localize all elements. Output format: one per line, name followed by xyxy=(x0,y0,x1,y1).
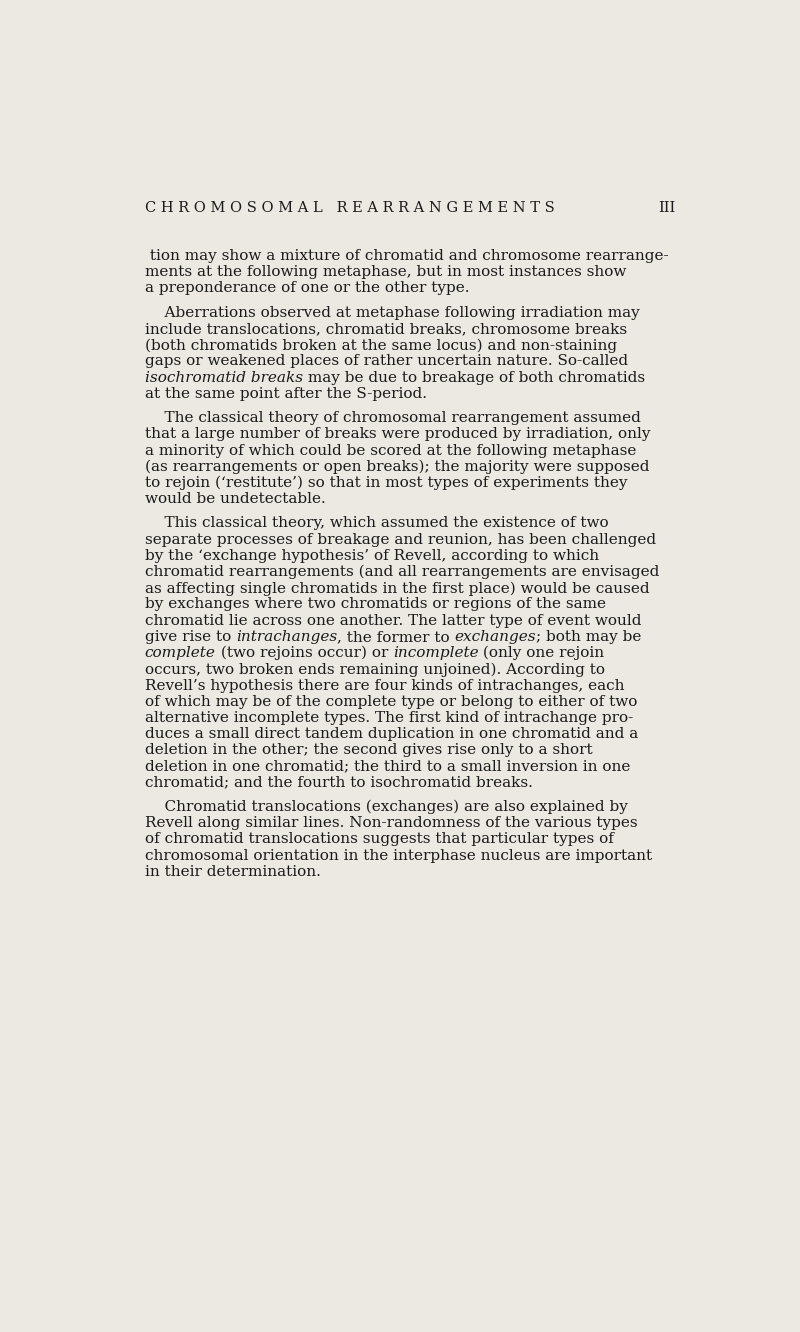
Text: Chromatid translocations (exchanges) are also explained by: Chromatid translocations (exchanges) are… xyxy=(145,801,627,814)
Text: chromosomal orientation in the interphase nucleus are important: chromosomal orientation in the interphas… xyxy=(145,848,652,863)
Text: incomplete: incomplete xyxy=(393,646,478,661)
Text: give rise to: give rise to xyxy=(145,630,236,643)
Text: III: III xyxy=(658,201,675,214)
Text: as affecting single chromatids in the first place) would be caused: as affecting single chromatids in the fi… xyxy=(145,581,650,595)
Text: gaps or weakened places of rather uncertain nature. So-called: gaps or weakened places of rather uncert… xyxy=(145,354,628,369)
Text: (both chromatids broken at the same locus) and non-staining: (both chromatids broken at the same locu… xyxy=(145,338,617,353)
Text: include translocations, chromatid breaks, chromosome breaks: include translocations, chromatid breaks… xyxy=(145,322,626,336)
Text: of chromatid translocations suggests that particular types of: of chromatid translocations suggests tha… xyxy=(145,832,614,846)
Text: by the ‘exchange hypothesis’ of Revell, according to which: by the ‘exchange hypothesis’ of Revell, … xyxy=(145,549,598,563)
Text: C H R O M O S O M A L   R E A R R A N G E M E N T S: C H R O M O S O M A L R E A R R A N G E … xyxy=(145,201,554,214)
Text: (only one rejoin: (only one rejoin xyxy=(478,646,605,661)
Text: isochromatid breaks: isochromatid breaks xyxy=(145,370,302,385)
Text: complete: complete xyxy=(145,646,215,661)
Text: chromatid rearrangements (and all rearrangements are envisaged: chromatid rearrangements (and all rearra… xyxy=(145,565,659,579)
Text: exchanges: exchanges xyxy=(454,630,536,643)
Text: intrachanges: intrachanges xyxy=(236,630,337,643)
Text: The classical theory of chromosomal rearrangement assumed: The classical theory of chromosomal rear… xyxy=(145,412,641,425)
Text: chromatid; and the fourth to isochromatid breaks.: chromatid; and the fourth to isochromati… xyxy=(145,775,533,790)
Text: of which may be of the complete type or belong to either of two: of which may be of the complete type or … xyxy=(145,695,637,709)
Text: deletion in the other; the second gives rise only to a short: deletion in the other; the second gives … xyxy=(145,743,592,758)
Text: by exchanges where two chromatids or regions of the same: by exchanges where two chromatids or reg… xyxy=(145,598,606,611)
Text: (two rejoins occur) or: (two rejoins occur) or xyxy=(215,646,393,661)
Text: that a large number of breaks were produced by irradiation, only: that a large number of breaks were produ… xyxy=(145,428,650,441)
Text: (as rearrangements or open breaks); the majority were supposed: (as rearrangements or open breaks); the … xyxy=(145,460,649,474)
Text: may be due to breakage of both chromatids: may be due to breakage of both chromatid… xyxy=(302,370,645,385)
Text: Aberrations observed at metaphase following irradiation may: Aberrations observed at metaphase follow… xyxy=(145,306,639,320)
Text: in their determination.: in their determination. xyxy=(145,864,321,879)
Text: separate processes of breakage and reunion, has been challenged: separate processes of breakage and reuni… xyxy=(145,533,656,546)
Text: This classical theory, which assumed the existence of two: This classical theory, which assumed the… xyxy=(145,517,608,530)
Text: ; both may be: ; both may be xyxy=(536,630,642,643)
Text: deletion in one chromatid; the third to a small inversion in one: deletion in one chromatid; the third to … xyxy=(145,759,630,774)
Text: at the same point after the S-period.: at the same point after the S-period. xyxy=(145,386,426,401)
Text: , the former to: , the former to xyxy=(337,630,454,643)
Text: would be undetectable.: would be undetectable. xyxy=(145,492,326,506)
Text: tion may show a mixture of chromatid and chromosome rearrange-: tion may show a mixture of chromatid and… xyxy=(145,249,668,264)
Text: ments at the following metaphase, but in most instances show: ments at the following metaphase, but in… xyxy=(145,265,626,280)
Text: occurs, two broken ends remaining unjoined). According to: occurs, two broken ends remaining unjoin… xyxy=(145,662,605,677)
Text: alternative incomplete types. The first kind of intrachange pro-: alternative incomplete types. The first … xyxy=(145,711,633,725)
Text: to rejoin (‘restitute’) so that in most types of experiments they: to rejoin (‘restitute’) so that in most … xyxy=(145,476,627,490)
Text: chromatid lie across one another. The latter type of event would: chromatid lie across one another. The la… xyxy=(145,614,641,627)
Text: Revell along similar lines. Non-randomness of the various types: Revell along similar lines. Non-randomne… xyxy=(145,817,638,830)
Text: duces a small direct tandem duplication in one chromatid and a: duces a small direct tandem duplication … xyxy=(145,727,638,741)
Text: Revell’s hypothesis there are four kinds of intrachanges, each: Revell’s hypothesis there are four kinds… xyxy=(145,678,624,693)
Text: a preponderance of one or the other type.: a preponderance of one or the other type… xyxy=(145,281,469,296)
Text: a minority of which could be scored at the following metaphase: a minority of which could be scored at t… xyxy=(145,444,636,457)
